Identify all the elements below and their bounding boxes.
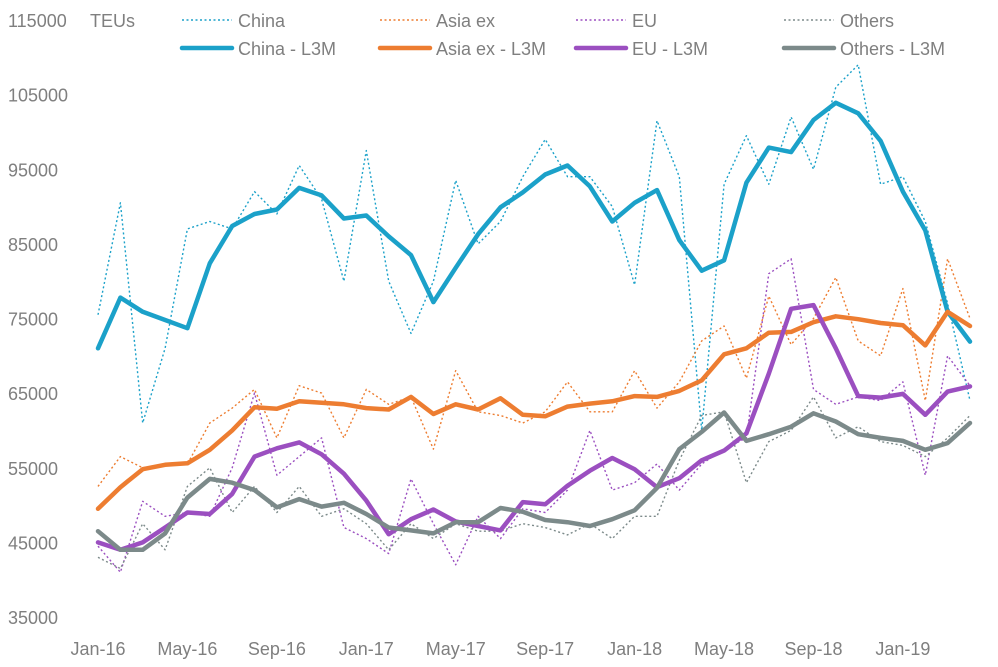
legend-label-asia-ex: Asia ex [436, 11, 495, 31]
y-tick-label: 105000 [8, 86, 68, 106]
series-solid-layer [95, 100, 973, 553]
x-tick-label: Jan-19 [875, 639, 930, 659]
legend-label-asia-ex-l3m: Asia ex - L3M [436, 39, 546, 59]
y-tick-label: 35000 [8, 608, 58, 628]
series-line-asia-ex-l3m [95, 309, 973, 512]
x-tick-label: Jan-18 [607, 639, 662, 659]
y-tick-label: 85000 [8, 235, 58, 255]
x-tick-label: Jan-17 [339, 639, 394, 659]
y-tick-label: 95000 [8, 160, 58, 180]
y-tick-label: 65000 [8, 384, 58, 404]
legend: TEUs China Asia ex EU Others China - L3M Asia… [90, 11, 945, 59]
legend-label-others-l3m: Others - L3M [840, 39, 945, 59]
legend-label-others: Others [840, 11, 894, 31]
x-tick-label: Jan-16 [70, 639, 125, 659]
y-tick-label: 75000 [8, 310, 58, 330]
x-tick-label: Sep-16 [248, 639, 306, 659]
legend-label-china: China [238, 11, 286, 31]
x-tick-label: May-18 [694, 639, 754, 659]
x-tick-label: Sep-17 [516, 639, 574, 659]
series-line-others-l3m [95, 410, 973, 553]
legend-label-eu-l3m: EU - L3M [632, 39, 708, 59]
series-dotted-layer [97, 64, 971, 573]
series-line-china-l3m [95, 100, 973, 351]
legend-label-eu: EU [632, 11, 657, 31]
y-axis: 35000 45000 55000 65000 75000 85000 95000 10500… [8, 11, 68, 628]
y-tick-label: 115000 [8, 11, 67, 31]
series-line-asia-ex [97, 258, 971, 487]
unit-label: TEUs [90, 11, 135, 31]
series-line-china [97, 64, 971, 432]
y-tick-label: 45000 [8, 533, 58, 553]
x-tick-label: May-17 [426, 639, 486, 659]
series-line-eu-l3m [95, 302, 973, 553]
x-tick-label: May-16 [157, 639, 217, 659]
legend-label-china-l3m: China - L3M [238, 39, 336, 59]
x-tick-label: Sep-18 [784, 639, 842, 659]
x-axis: Jan-16 May-16 Sep-16 Jan-17 May-17 Sep-17 Jan-… [70, 639, 930, 659]
y-tick-label: 55000 [8, 459, 58, 479]
